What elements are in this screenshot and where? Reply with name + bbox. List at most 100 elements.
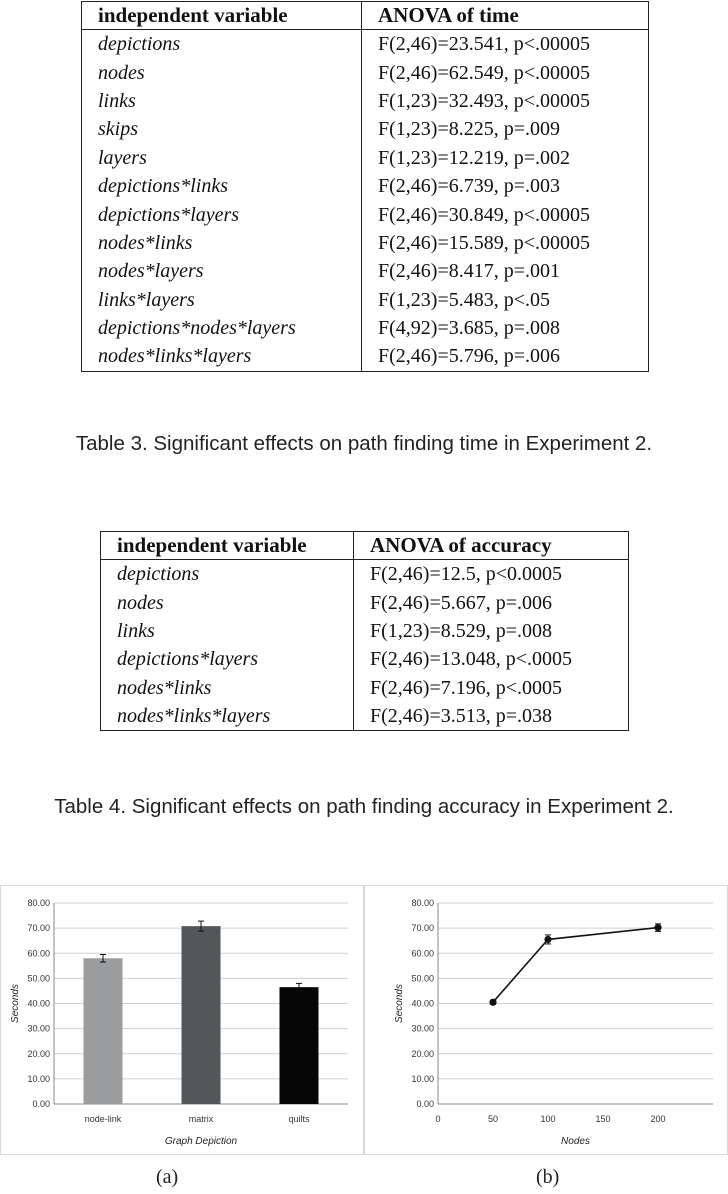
chart-b-xtick-label: 200 (650, 1114, 665, 1124)
table-3-anova-cell: F(2,46)=30.849, p<.00005 (378, 203, 591, 226)
table-3-variable-cell: depictions (81, 29, 362, 59)
chart-b-xlabel: Nodes (561, 1136, 590, 1147)
chart-b-ytick-label: 70.00 (411, 923, 434, 933)
table-3-variable-cell: depictions*links (81, 171, 362, 201)
chart-a-ytick-label: 0.00 (32, 1099, 50, 1109)
table-3-variable-cell: nodes*links (81, 228, 362, 258)
table-4-row: nodes*links*layers F(2,46)=3.513, p=.038 (100, 701, 629, 731)
table-3-anova-cell: F(1,23)=32.493, p<.00005 (378, 89, 591, 112)
chart-b-ytick-label: 50.00 (411, 973, 434, 983)
table-4-body: depictions F(2,46)=12.5, p<0.0005 nodes F(2… (100, 559, 629, 731)
table-3-anova-cell: F(1,23)=5.483, p<.05 (378, 288, 551, 311)
table-3-anova-cell: F(2,46)=8.417, p=.001 (378, 260, 561, 283)
chart-a-sublabel: (a) (156, 1166, 179, 1188)
table-3-variable-cell: links (81, 86, 362, 116)
table-3-variable-cell: depictions*layers (81, 200, 362, 229)
table-3-row: depictions*links F(2,46)=6.739, p=.003 (81, 171, 649, 201)
chart-a-ytick-label: 60.00 (27, 948, 50, 958)
chart-a-xtick-label: quilts (288, 1114, 310, 1124)
table-4-header-variable: independent variable (100, 531, 354, 560)
chart-b-ytick-label: 0.00 (416, 1099, 434, 1109)
chart-a-ytick-label: 80.00 (27, 898, 50, 908)
chart-b-point (489, 998, 497, 1006)
chart-b-xtick-label: 150 (595, 1114, 610, 1124)
table-4-variable-cell: links (100, 616, 354, 646)
table-4-row: depictions*layers F(2,46)=13.048, p<.0005 (100, 645, 629, 674)
table-4-anova-cell: F(2,46)=13.048, p<.0005 (370, 648, 573, 671)
table-3-row: skips F(1,23)=8.225, p=.009 (81, 115, 649, 144)
chart-b-line: 0.00 10.00 20.00 30.00 40.00 50.00 60.00 70.00 8… (364, 885, 728, 1155)
table-3-anova-cell: F(2,46)=6.739, p=.003 (378, 175, 561, 198)
chart-a-ytick-label: 10.00 (27, 1074, 50, 1084)
table-3-row: depictions F(2,46)=23.541, p<.00005 (81, 29, 649, 59)
table-3-variable-cell: nodes (81, 58, 362, 87)
table-4-anova-cell: F(2,46)=3.513, p=.038 (370, 705, 553, 728)
table-3-variable-cell: layers (81, 143, 362, 172)
table-3-variable-cell: links*layers (81, 285, 362, 314)
chart-b-point (544, 935, 552, 944)
table-3-anova-cell: F(2,46)=15.589, p<.00005 (378, 231, 591, 254)
chart-a-ytick-label: 70.00 (27, 923, 50, 933)
table-3-anova-cell: F(2,46)=5.796, p=.006 (378, 345, 561, 368)
chart-b-xtick-label: 0 (435, 1114, 440, 1124)
table-3-anova-cell: F(1,23)=8.225, p=.009 (378, 118, 561, 141)
table-4-row: nodes F(2,46)=5.667, p=.006 (100, 588, 629, 617)
table-4-variable-cell: nodes (100, 588, 354, 617)
chart-b-series-line (492, 926, 659, 1003)
table-3-variable-cell: nodes*layers (81, 257, 362, 286)
table-4-anova-cell: F(2,46)=12.5, p<0.0005 (370, 563, 563, 586)
table-3-variable-cell: skips (81, 115, 362, 144)
chart-b-ytick-label: 20.00 (411, 1049, 434, 1059)
table-4-anova-cell: F(2,46)=7.196, p<.0005 (370, 676, 563, 699)
chart-a-ytick-label: 50.00 (27, 973, 50, 983)
table-3-header-anova: ANOVA of time (361, 1, 649, 30)
chart-a-ylabel: Seconds (10, 984, 21, 1023)
chart-a-xlabel: Graph Depiction (165, 1136, 238, 1147)
table-3-row: links F(1,23)=32.493, p<.00005 (81, 86, 649, 116)
chart-a-ytick-label: 20.00 (27, 1049, 50, 1059)
table-3-row: links*layers F(1,23)=5.483, p<.05 (81, 285, 649, 314)
chart-a-bar: 0.00 10.00 20.00 30.00 40.00 50.00 60.00 70.00 8… (0, 885, 364, 1155)
chart-a-bar (279, 987, 319, 1104)
table-3-header-variable: independent variable (81, 1, 362, 30)
table-4-header-anova: ANOVA of accuracy (353, 531, 629, 560)
table-4-variable-cell: nodes*links*layers (100, 701, 354, 731)
table-3-variable-cell: nodes*links*layers (81, 342, 362, 372)
table-3-anova-cell: F(2,46)=62.549, p<.00005 (378, 61, 591, 84)
table-3-row: layers F(1,23)=12.219, p=.002 (81, 143, 649, 172)
table-3-row: nodes*layers F(2,46)=8.417, p=.001 (81, 257, 649, 286)
table-3-row: depictions*nodes*layers F(4,92)=3.685, p=… (81, 313, 649, 343)
table-4-variable-cell: nodes*links (100, 673, 354, 702)
table-4-row: links F(1,23)=8.529, p=.008 (100, 616, 629, 646)
table-3: independent variable ANOVA of time depic… (81, 1, 649, 372)
chart-a-ytick-label: 30.00 (27, 1024, 50, 1034)
chart-b-xtick-label: 100 (540, 1114, 555, 1124)
table-3-body: depictions F(2,46)=23.541, p<.00005 nodes F… (81, 29, 649, 372)
chart-a-frame (0, 885, 364, 1155)
table-3-row: nodes F(2,46)=62.549, p<.00005 (81, 58, 649, 87)
chart-b-sublabel: (b) (536, 1166, 560, 1188)
table-4-variable-cell: depictions*layers (100, 645, 354, 674)
table-3-anova-cell: F(2,46)=23.541, p<.00005 (378, 33, 591, 56)
table-3-anova-cell: F(1,23)=12.219, p=.002 (378, 146, 571, 169)
table-4-row: nodes*links F(2,46)=7.196, p<.0005 (100, 673, 629, 702)
chart-b-ytick-label: 30.00 (411, 1024, 434, 1034)
chart-a-xtick-label: node-link (85, 1114, 122, 1124)
chart-a-bar (83, 958, 123, 1104)
chart-b-ylabel: Seconds (394, 984, 405, 1023)
chart-a-xtick-label: matrix (189, 1114, 214, 1124)
chart-b-ytick-label: 80.00 (411, 898, 434, 908)
table-4-variable-cell: depictions (100, 559, 354, 589)
chart-b-xtick-label: 50 (488, 1114, 498, 1124)
table-3-row: nodes*links F(2,46)=15.589, p<.00005 (81, 228, 649, 258)
table-4-caption: Table 4. Significant effects on path fin… (54, 795, 674, 818)
table-4-header-row: independent variable ANOVA of accuracy (100, 531, 629, 560)
table-4-anova-cell: F(1,23)=8.529, p=.008 (370, 619, 553, 642)
table-4-anova-cell: F(2,46)=5.667, p=.006 (370, 591, 553, 614)
chart-b-ytick-label: 60.00 (411, 948, 434, 958)
chart-a-ytick-label: 40.00 (27, 999, 50, 1009)
table-3-row: nodes*links*layers F(2,46)=5.796, p=.006 (81, 342, 649, 372)
chart-b-point (654, 924, 662, 932)
table-3-anova-cell: F(4,92)=3.685, p=.008 (378, 317, 561, 340)
table-4-row: depictions F(2,46)=12.5, p<0.0005 (100, 559, 629, 589)
